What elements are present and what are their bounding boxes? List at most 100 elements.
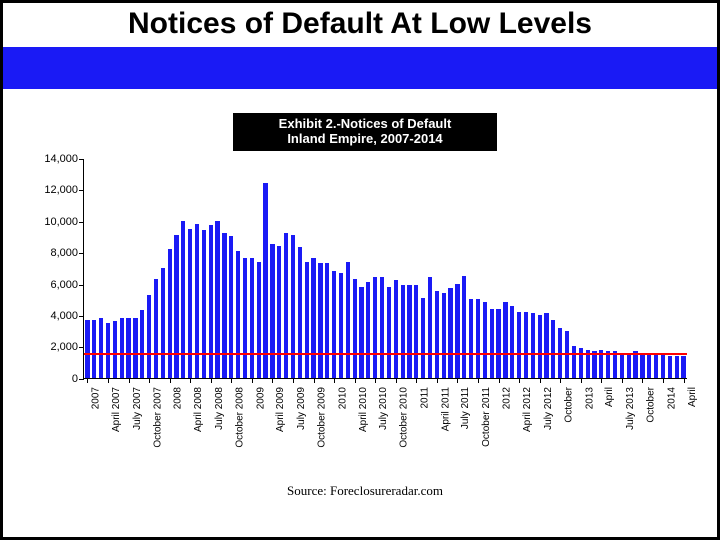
bar	[243, 258, 247, 377]
bar	[387, 287, 391, 378]
source-text: Source: Foreclosureradar.com	[33, 483, 697, 499]
bar	[627, 353, 631, 378]
reference-line	[84, 353, 687, 355]
bar	[531, 313, 535, 377]
chart-area: Exhibit 2.-Notices of Default Inland Emp…	[33, 113, 697, 507]
x-tick-label: October 2007	[152, 387, 163, 448]
x-tick-label: April	[604, 387, 615, 407]
bar	[654, 354, 658, 378]
x-tick-label: July 2008	[214, 387, 225, 430]
bar	[640, 353, 644, 378]
bar	[373, 277, 377, 378]
slide-title: Notices of Default At Low Levels	[3, 5, 717, 42]
bar	[455, 284, 459, 378]
y-tick-label: 14,000	[32, 153, 78, 165]
y-tick-mark	[79, 316, 84, 317]
bar	[551, 320, 555, 378]
bar	[394, 280, 398, 377]
bar	[85, 320, 89, 378]
bar	[99, 318, 103, 378]
plot-frame: 02,0004,0006,0008,00010,00012,00014,000	[83, 159, 687, 379]
x-tick-label: April 2011	[440, 387, 451, 431]
y-tick-label: 2,000	[32, 341, 78, 353]
bar	[120, 318, 124, 378]
bar	[339, 273, 343, 378]
bar	[414, 285, 418, 378]
y-tick-label: 6,000	[32, 279, 78, 291]
bar	[428, 277, 432, 378]
bar	[263, 183, 267, 378]
x-tick-label: July 2013	[625, 387, 636, 430]
bar	[469, 299, 473, 378]
bar	[353, 279, 357, 378]
y-tick-mark	[79, 222, 84, 223]
y-tick-mark	[79, 285, 84, 286]
x-tick-label: 2014	[666, 387, 677, 409]
bar	[154, 279, 158, 378]
bar	[359, 287, 363, 378]
x-tick-label: October 2010	[399, 387, 410, 448]
x-tick-label: October 2009	[317, 387, 328, 448]
chart-title-box: Exhibit 2.-Notices of Default Inland Emp…	[233, 113, 497, 151]
bar	[106, 323, 110, 378]
x-tick-label: 2008	[173, 387, 184, 409]
bar	[346, 262, 350, 378]
bar	[421, 298, 425, 378]
bar	[572, 346, 576, 377]
x-tick-label: July 2011	[460, 387, 471, 429]
x-tick-label: April	[687, 387, 698, 407]
bar	[462, 276, 466, 378]
x-tick-label: October 2011	[481, 387, 492, 447]
chart-title-line1: Exhibit 2.-Notices of Default	[279, 116, 452, 131]
y-tick-label: 4,000	[32, 310, 78, 322]
bar	[250, 258, 254, 377]
bar	[236, 251, 240, 378]
y-tick-mark	[79, 159, 84, 160]
y-tick-label: 8,000	[32, 247, 78, 259]
bar	[401, 285, 405, 378]
bar	[133, 318, 137, 378]
y-tick-mark	[79, 347, 84, 348]
bar	[147, 295, 151, 378]
x-tick-label: July 2007	[132, 387, 143, 430]
x-tick-label: 2012	[502, 387, 513, 409]
bar	[168, 249, 172, 378]
bar	[277, 246, 281, 378]
x-tick-label: July 2009	[296, 387, 307, 430]
bar	[503, 302, 507, 377]
x-tick-label: 2007	[90, 387, 101, 409]
x-tick-label: April 2010	[358, 387, 369, 432]
bar	[366, 282, 370, 378]
x-tick-label: April 2009	[275, 387, 286, 432]
bar	[448, 288, 452, 378]
chart-title: Exhibit 2.-Notices of Default Inland Emp…	[235, 115, 495, 149]
bar	[270, 244, 274, 378]
y-tick-label: 10,000	[32, 216, 78, 228]
bar	[222, 233, 226, 378]
chart-title-line2: Inland Empire, 2007-2014	[287, 131, 442, 146]
x-tick-label: October	[645, 387, 656, 423]
x-tick-label: 2011	[419, 387, 430, 409]
x-tick-label: 2009	[255, 387, 266, 409]
slide-frame: Notices of Default At Low Levels Exhibit…	[0, 0, 720, 540]
y-tick-mark	[79, 253, 84, 254]
bar	[524, 312, 528, 378]
bar	[620, 353, 624, 378]
bar	[647, 353, 651, 378]
bar	[229, 236, 233, 377]
bar	[318, 263, 322, 378]
bar	[332, 271, 336, 378]
bar	[188, 229, 192, 378]
x-tick-label: April 2008	[193, 387, 204, 432]
y-tick-mark	[79, 190, 84, 191]
bar	[435, 291, 439, 377]
bars-layer	[84, 159, 687, 378]
bar	[675, 356, 679, 378]
bar	[202, 230, 206, 378]
bar	[298, 247, 302, 377]
bar	[668, 356, 672, 378]
bar	[476, 299, 480, 378]
bar	[113, 321, 117, 378]
bar	[517, 312, 521, 378]
bar	[284, 233, 288, 378]
